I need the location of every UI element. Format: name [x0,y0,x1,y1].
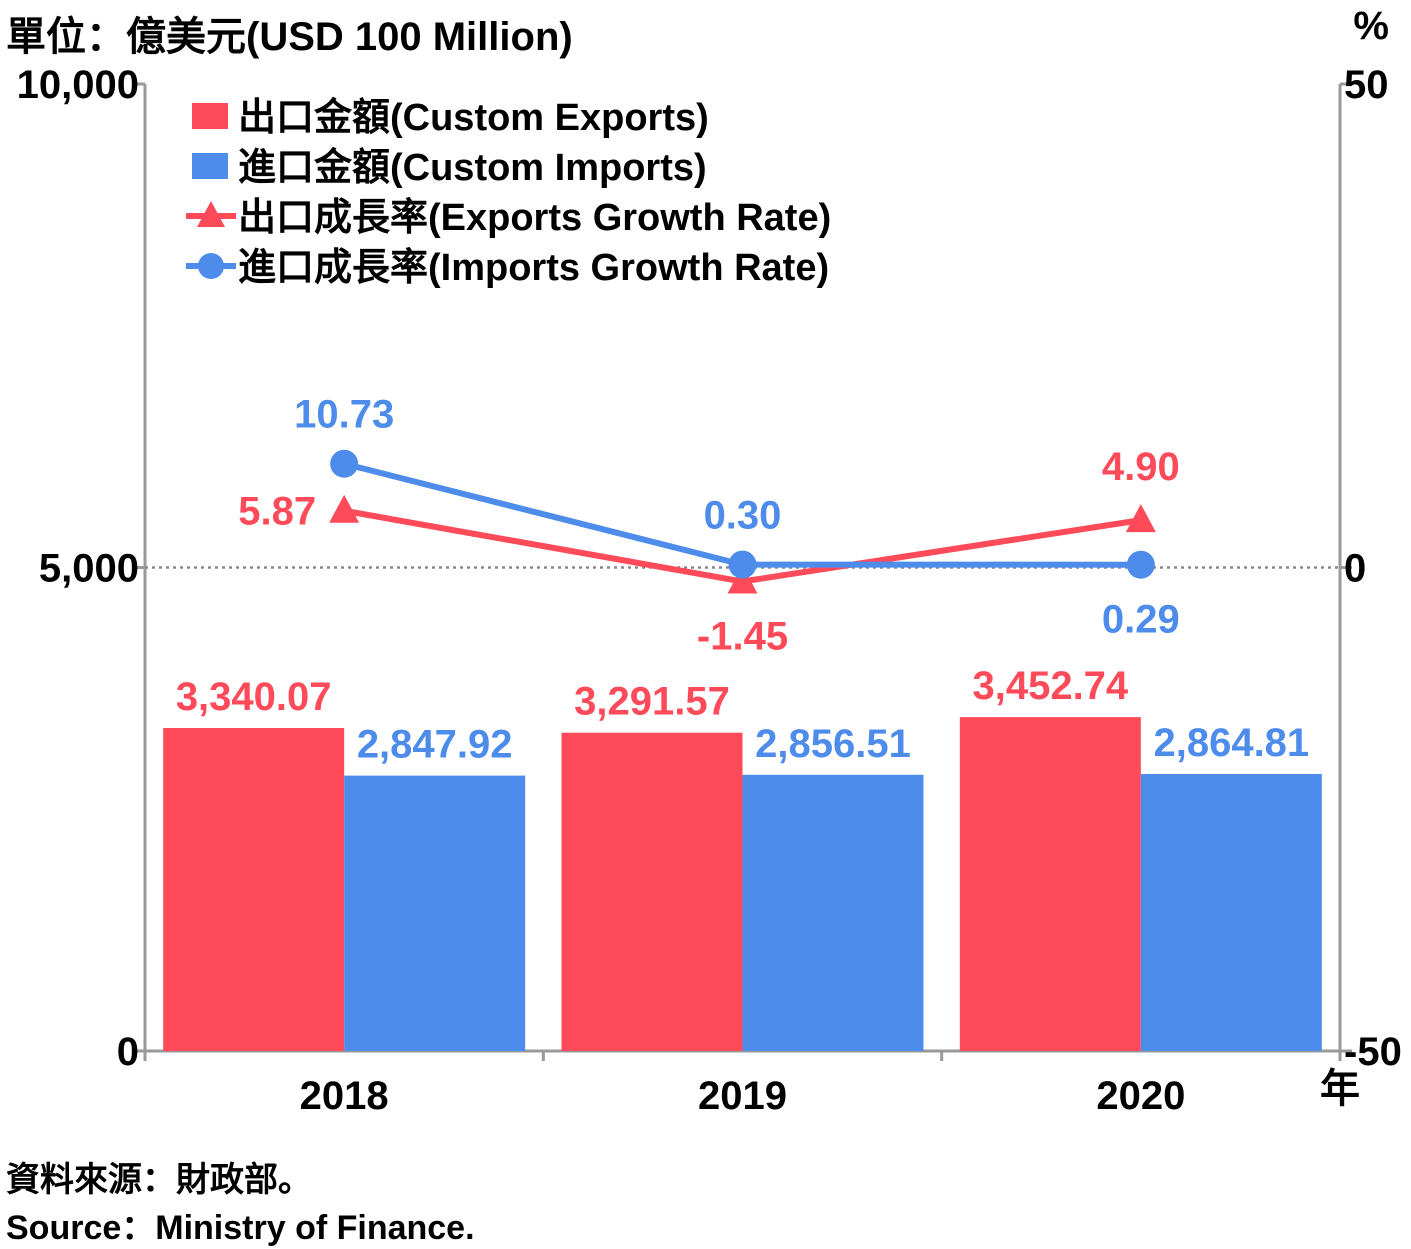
exports-bar-label: 3,291.57 [574,680,730,724]
imports-bar-label: 2,864.81 [1153,721,1309,765]
y-left-tick-label: 10,000 [17,63,139,107]
exports-bar [959,717,1141,1051]
legend-exports-swatch [192,103,228,129]
legend: 出口金額(Custom Exports) 進口金額(Custom Imports)… [186,96,831,289]
imports-growth-marker [1126,550,1155,579]
x-tick-label: 2020 [1096,1074,1185,1118]
legend-label: 出口金額(Custom Exports) [238,96,709,139]
imports-growth-marker [330,449,359,478]
x-axis-unit-label: 年 [1320,1067,1360,1111]
source-en: Source：Ministry of Finance. [6,1209,475,1247]
y-right-tick-label: 50 [1344,63,1389,107]
y-left-tick-label: 0 [117,1030,139,1074]
imports-bar [742,774,924,1051]
legend-label: 進口成長率(Imports Growth Rate) [238,247,829,289]
legend-circle-marker [198,253,224,279]
bars [163,717,1322,1051]
y-right-tick-label: -50 [1344,1030,1402,1074]
legend-label: 出口成長率(Exports Growth Rate) [238,197,831,239]
exports-growth-marker [1125,504,1156,533]
y-axis-unit-label: 單位：億美元(USD 100 Million) [6,15,573,59]
legend-triangle-marker [197,201,225,227]
exports-bar [561,732,743,1051]
x-tick-label: 2018 [300,1074,389,1118]
imports-bar-label: 2,847.92 [357,723,513,767]
imports-bar-label: 2,856.51 [755,722,911,766]
exports-bar [163,728,345,1051]
exports-growth-label: 5.87 [238,490,316,534]
exports-growth-marker [727,565,758,594]
imports-bar [1140,773,1322,1051]
growth-lines [329,449,1156,594]
imports-growth-label: 0.29 [1102,598,1180,642]
right-axis-unit-label: % [1353,4,1389,48]
imports-growth-marker [728,550,757,579]
imports-bar [344,775,526,1051]
legend-label: 進口金額(Custom Imports) [238,146,707,189]
x-tick-label: 2019 [698,1074,787,1118]
exports-bar-label: 3,340.07 [176,675,332,719]
exports-bar-label: 3,452.74 [972,664,1128,708]
imports-growth-label: 0.30 [704,494,782,538]
exports-growth-label: 4.90 [1102,445,1180,489]
legend-imports-swatch [192,153,228,179]
exports-growth-label: -1.45 [697,615,788,659]
exports-growth-marker [329,494,360,523]
source-zh: 資料來源：財政部。 [6,1161,312,1199]
data-labels: 3,340.07 3,291.57 3,452.74 2,847.92 2,856.51… [176,393,1309,767]
imports-growth-label: 10.73 [294,393,394,437]
y-right-tick-label: 0 [1344,547,1366,591]
y-left-tick-label: 5,000 [39,547,139,591]
